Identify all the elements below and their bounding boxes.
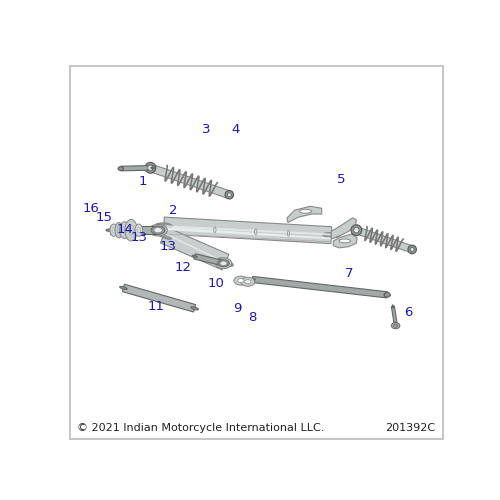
- Polygon shape: [392, 306, 397, 324]
- Text: 7: 7: [344, 267, 353, 280]
- Ellipse shape: [323, 232, 340, 238]
- Polygon shape: [332, 218, 356, 239]
- Ellipse shape: [225, 190, 234, 199]
- Polygon shape: [252, 276, 388, 298]
- Ellipse shape: [395, 322, 396, 325]
- Ellipse shape: [221, 262, 226, 264]
- Ellipse shape: [148, 165, 153, 170]
- Text: 2: 2: [169, 204, 177, 216]
- Text: 8: 8: [248, 312, 256, 324]
- Ellipse shape: [384, 294, 390, 296]
- Text: 9: 9: [233, 302, 241, 315]
- Ellipse shape: [106, 229, 114, 232]
- Text: 201392C: 201392C: [385, 422, 436, 432]
- Ellipse shape: [125, 220, 138, 241]
- Ellipse shape: [384, 292, 390, 297]
- Text: 13: 13: [159, 240, 176, 253]
- Ellipse shape: [154, 229, 162, 232]
- Ellipse shape: [409, 248, 416, 251]
- Ellipse shape: [394, 324, 398, 328]
- Ellipse shape: [192, 256, 198, 258]
- Ellipse shape: [226, 193, 233, 196]
- Ellipse shape: [234, 276, 248, 285]
- Text: 16: 16: [82, 202, 99, 214]
- Ellipse shape: [156, 231, 172, 239]
- Ellipse shape: [241, 278, 254, 286]
- Ellipse shape: [351, 225, 362, 235]
- Polygon shape: [122, 284, 196, 312]
- Ellipse shape: [191, 307, 198, 310]
- Polygon shape: [194, 254, 224, 266]
- Ellipse shape: [410, 248, 414, 252]
- Ellipse shape: [354, 228, 359, 233]
- Text: 1: 1: [138, 175, 147, 188]
- Polygon shape: [160, 228, 229, 270]
- Polygon shape: [120, 166, 153, 171]
- Ellipse shape: [135, 224, 142, 236]
- Polygon shape: [287, 206, 322, 222]
- Ellipse shape: [300, 210, 312, 213]
- Polygon shape: [164, 217, 332, 244]
- Ellipse shape: [145, 162, 156, 173]
- Ellipse shape: [250, 278, 256, 280]
- Ellipse shape: [238, 278, 244, 282]
- Text: 14: 14: [117, 223, 134, 236]
- Text: 6: 6: [404, 306, 412, 318]
- Polygon shape: [355, 227, 414, 252]
- Text: © 2021 Indian Motorcycle International LLC.: © 2021 Indian Motorcycle International L…: [77, 422, 324, 432]
- Ellipse shape: [120, 222, 130, 238]
- Polygon shape: [333, 234, 357, 248]
- Ellipse shape: [154, 228, 162, 233]
- Ellipse shape: [118, 168, 123, 170]
- Text: 13: 13: [130, 230, 148, 243]
- Ellipse shape: [151, 167, 156, 168]
- Ellipse shape: [392, 305, 394, 308]
- Ellipse shape: [244, 280, 251, 284]
- Text: 10: 10: [208, 277, 224, 290]
- Ellipse shape: [218, 260, 230, 266]
- Text: 5: 5: [336, 173, 345, 186]
- Ellipse shape: [216, 258, 232, 268]
- Ellipse shape: [353, 228, 360, 232]
- Text: 4: 4: [231, 123, 239, 136]
- Ellipse shape: [228, 193, 231, 196]
- Ellipse shape: [146, 166, 154, 170]
- Ellipse shape: [218, 258, 234, 266]
- Polygon shape: [110, 226, 158, 234]
- Ellipse shape: [149, 224, 168, 236]
- Ellipse shape: [115, 222, 122, 238]
- Text: 15: 15: [96, 212, 112, 224]
- Polygon shape: [166, 227, 331, 239]
- Ellipse shape: [151, 226, 165, 234]
- Ellipse shape: [110, 224, 118, 236]
- Polygon shape: [149, 164, 230, 198]
- Ellipse shape: [118, 166, 124, 170]
- Ellipse shape: [120, 286, 127, 290]
- Ellipse shape: [408, 245, 416, 254]
- Ellipse shape: [339, 239, 350, 243]
- Ellipse shape: [392, 322, 400, 328]
- Text: 12: 12: [174, 262, 192, 274]
- Text: 11: 11: [148, 300, 164, 313]
- Ellipse shape: [220, 261, 227, 266]
- Text: 3: 3: [202, 123, 210, 136]
- Ellipse shape: [156, 223, 172, 228]
